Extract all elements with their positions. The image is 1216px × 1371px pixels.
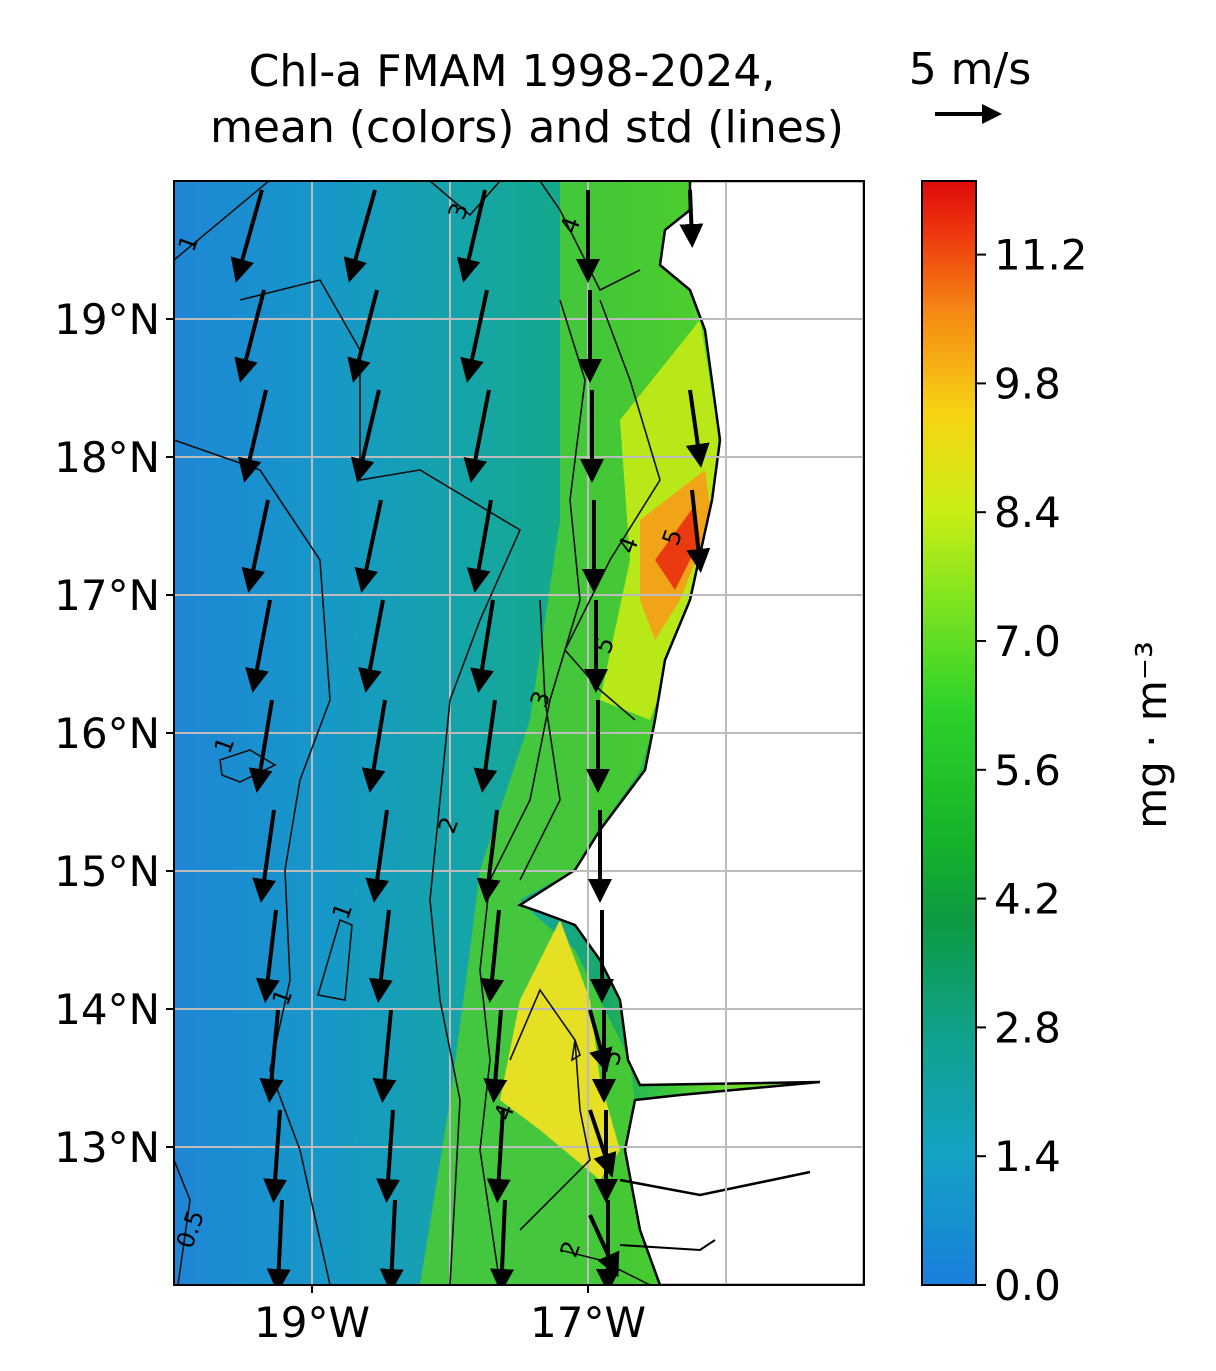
wind-arrow xyxy=(252,809,277,903)
lon-tick-label: 17°W xyxy=(530,1298,646,1347)
wind-arrow xyxy=(470,599,495,693)
latitude-axis: 19°N 18°N 17°N 16°N 15°N 14°N 13°N xyxy=(54,295,174,1172)
wind-arrow xyxy=(588,1009,613,1073)
wind-vectors xyxy=(230,189,711,1285)
wind-arrow xyxy=(259,1009,284,1103)
wind-arrow xyxy=(230,189,264,283)
colorbar-label: mg · m⁻³ xyxy=(1127,641,1176,829)
wind-arrow xyxy=(372,1009,397,1103)
lat-tick-label: 15°N xyxy=(54,847,160,896)
wind-arrow xyxy=(480,909,504,1003)
lon-tick-label: 19°W xyxy=(254,1298,370,1347)
wind-arrow xyxy=(354,499,383,593)
wind-arrow xyxy=(473,699,498,793)
map-panel: 13411123455450.52 xyxy=(174,181,864,1285)
wind-arrow xyxy=(379,1199,404,1285)
colorbar xyxy=(921,180,977,1286)
wind-arrow xyxy=(347,289,379,383)
std-contours xyxy=(174,181,661,1285)
lat-tick-label: 18°N xyxy=(54,433,160,482)
wind-arrow xyxy=(460,289,489,383)
wind-arrow xyxy=(234,289,266,383)
colorbar-tick-label: 9.8 xyxy=(994,359,1061,408)
map-title-line1: Chl-a FMAM 1998-2024, xyxy=(249,46,776,97)
mauritania-red-core xyxy=(655,505,700,590)
wind-arrow xyxy=(376,1109,401,1203)
wind-key-arrow xyxy=(935,104,1002,124)
wind-arrow xyxy=(263,1109,288,1203)
wind-arrow xyxy=(466,499,493,593)
wind-arrow xyxy=(237,389,268,483)
wind-arrow xyxy=(490,1199,515,1285)
wind-arrow xyxy=(358,599,385,693)
wind-arrow xyxy=(588,1109,617,1178)
lat-tick-label: 17°N xyxy=(54,571,160,620)
lat-tick-label: 16°N xyxy=(54,709,160,758)
longitude-axis: 19°W 17°W xyxy=(254,1285,646,1347)
wind-arrow xyxy=(350,389,381,483)
wind-arrow xyxy=(463,389,491,483)
wind-arrow xyxy=(483,1009,508,1103)
colorbar-ticks: 0.0 1.4 2.8 4.2 5.6 7.0 8.4 9.8 11.2 xyxy=(976,231,1088,1310)
colorbar-tick-label: 7.0 xyxy=(994,617,1061,666)
wind-arrow xyxy=(456,189,487,283)
wind-key-label: 5 m/s xyxy=(909,44,1032,95)
colorbar-tick-label: 11.2 xyxy=(994,231,1088,280)
wind-arrow xyxy=(476,809,501,903)
wind-arrow xyxy=(343,189,377,283)
map-title-line2: mean (colors) and std (lines) xyxy=(210,102,844,153)
wind-arrow xyxy=(241,499,270,593)
wind-arrow xyxy=(266,1199,291,1285)
wind-arrow xyxy=(486,1109,511,1203)
colorbar-tick-label: 4.2 xyxy=(994,875,1061,924)
wind-arrow xyxy=(588,1214,620,1278)
wind-arrow xyxy=(686,489,711,573)
lat-tick-label: 13°N xyxy=(54,1123,160,1172)
wind-arrow xyxy=(365,809,390,903)
colorbar-tick-label: 5.6 xyxy=(994,746,1061,795)
wind-arrow xyxy=(368,909,393,1003)
wind-arrow xyxy=(679,189,704,248)
wind-arrow xyxy=(361,699,387,793)
colorbar-tick-label: 1.4 xyxy=(994,1132,1061,1181)
lat-tick-label: 19°N xyxy=(54,295,160,344)
wind-arrow xyxy=(685,389,710,468)
graticule xyxy=(174,181,864,1285)
colorbar-tick-label: 2.8 xyxy=(994,1003,1061,1052)
lat-tick-label: 14°N xyxy=(54,985,160,1034)
river-casamance xyxy=(619,1239,716,1252)
colorbar-tick-label: 8.4 xyxy=(994,488,1061,537)
river-gambia xyxy=(619,1170,811,1197)
colorbar-tick-label: 0.0 xyxy=(994,1261,1061,1310)
wind-arrow xyxy=(248,699,274,793)
wind-arrow xyxy=(245,599,272,693)
wind-arrow xyxy=(255,909,280,1003)
